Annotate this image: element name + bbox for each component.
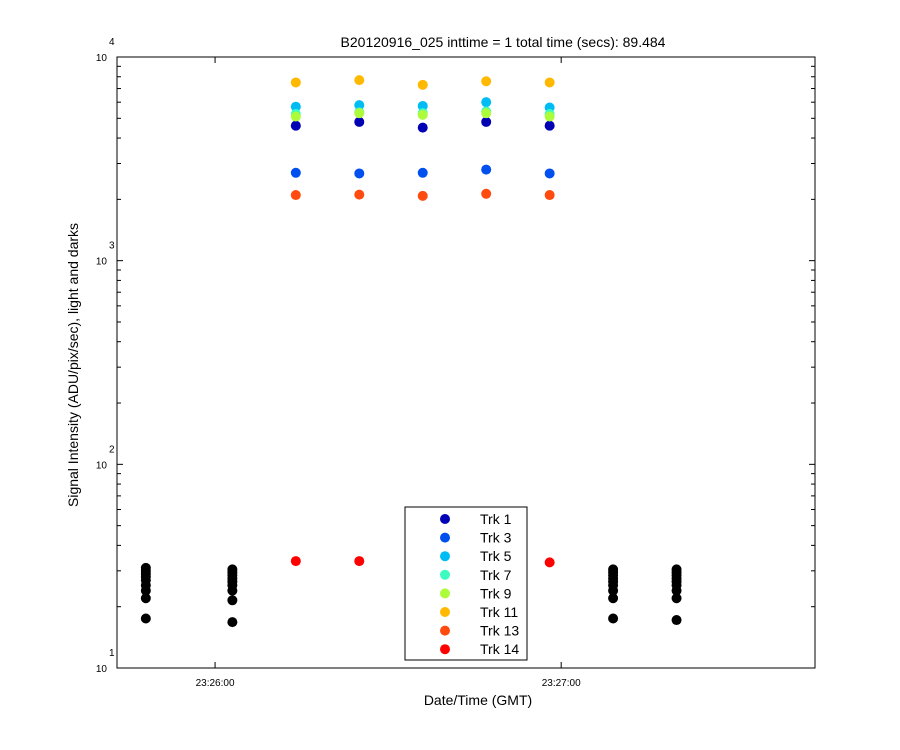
data-point-trk-13: [481, 188, 492, 199]
y-tick-label: 10: [96, 257, 108, 268]
dark-data-point: [140, 562, 151, 573]
data-point-trk-9: [354, 108, 365, 119]
y-tick-label: 10: [96, 53, 108, 64]
data-point-trk-13: [290, 190, 301, 201]
data-point-trk-5: [417, 100, 428, 111]
data-point-trk-5: [354, 100, 365, 111]
data-point-trk-11: [544, 77, 555, 88]
y-tick-label-exponent: 1: [109, 648, 115, 659]
legend-box: [404, 506, 528, 661]
legend-marker: [440, 625, 450, 636]
data-point-trk-1: [354, 116, 365, 127]
chart-title: B20120916_025 inttime = 1 total time (se…: [341, 34, 666, 50]
legend-marker: [440, 607, 450, 617]
legend-marker: [440, 551, 450, 562]
x-tick-label: 23:27:00: [542, 678, 581, 689]
dark-data-point: [671, 615, 682, 626]
legend-marker: [440, 514, 450, 524]
data-point-trk-11: [290, 77, 301, 88]
data-point-trk-3: [290, 167, 301, 178]
dark-data-point: [608, 593, 619, 604]
axis-ticks: [117, 57, 815, 669]
dark-data-point: [608, 564, 619, 575]
data-point-trk-9: [544, 111, 555, 122]
data-point-trk-9: [481, 108, 492, 119]
dark-data-point: [227, 617, 238, 628]
data-point-trk-1: [481, 116, 492, 127]
data-point-trk-11: [417, 79, 428, 90]
data-point-trk-13: [544, 190, 555, 201]
data-point-trk-9: [417, 109, 428, 120]
dark-data-point: [227, 595, 238, 606]
legend-label: Trk 3: [480, 530, 512, 546]
legend-label: Trk 1: [480, 511, 512, 527]
data-point-trk-1: [417, 122, 428, 133]
data-point-trk-1: [290, 120, 301, 131]
data-point-trk-5: [481, 97, 492, 108]
data-point-trk-1: [544, 120, 555, 131]
dark-data-point: [227, 564, 238, 575]
dark-data-point: [608, 613, 619, 624]
data-point-trk-13: [417, 190, 428, 201]
y-tick-label-exponent: 3: [109, 241, 115, 252]
data-point-trk-3: [354, 168, 365, 179]
y-axis-label: Signal Intensity (ADU/pix/sec), light an…: [65, 223, 81, 507]
data-point-trk-11: [481, 76, 492, 87]
y-tick-label: 10: [96, 460, 108, 471]
data-points: [140, 75, 682, 628]
dark-data-point: [140, 593, 151, 604]
y-tick-label-exponent: 4: [109, 37, 115, 48]
legend-marker: [440, 532, 450, 543]
legend-marker: [440, 644, 450, 655]
x-tick-label: 23:26:00: [196, 678, 235, 689]
legend-label: Trk 13: [480, 623, 519, 639]
data-point-trk-14: [354, 556, 365, 567]
legend-label: Trk 14: [480, 641, 519, 657]
dark-data-point: [671, 593, 682, 604]
data-point-trk-3: [417, 167, 428, 178]
legend-label: Trk 7: [480, 567, 512, 583]
dark-data-point: [140, 613, 151, 624]
data-point-trk-5: [290, 101, 301, 112]
y-tick-label-exponent: 2: [109, 444, 115, 455]
legend-label: Trk 11: [480, 604, 518, 620]
dark-data-point: [671, 564, 682, 575]
data-point-trk-9: [290, 111, 301, 122]
legend-marker: [440, 569, 450, 580]
data-point-trk-13: [354, 189, 365, 200]
data-point-trk-11: [354, 75, 365, 86]
legend-marker: [440, 588, 450, 599]
legend-label: Trk 5: [480, 548, 512, 564]
data-point-trk-14: [290, 556, 301, 567]
y-tick-label: 10: [96, 664, 108, 675]
legend: Trk 1 Trk 3 Trk 5 Trk 7 Trk 9 Trk 11 Trk 13 Trk…: [404, 506, 528, 661]
data-point-trk-3: [544, 168, 555, 179]
data-point-trk-3: [481, 164, 492, 175]
legend-label: Trk 9: [480, 585, 512, 601]
data-point-trk-14: [544, 557, 555, 568]
x-axis-label: Date/Time (GMT): [424, 692, 532, 708]
